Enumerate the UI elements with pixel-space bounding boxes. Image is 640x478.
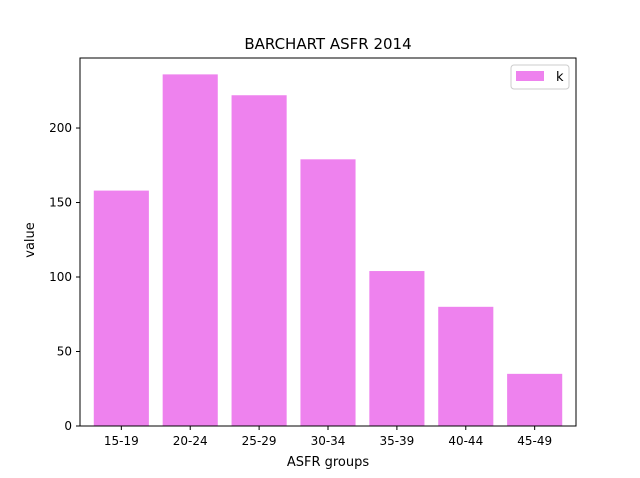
bars-group (93, 74, 563, 427)
x-tick-label-15-19: 15-19 (104, 434, 139, 448)
bar-40-44 (438, 306, 494, 426)
x-axis-label: ASFR groups (287, 455, 370, 470)
y-axis-label: value (23, 222, 38, 258)
chart-title: BARCHART ASFR 2014 (244, 35, 411, 53)
y-tick-label-200: 200 (49, 121, 72, 135)
bar-20-24 (162, 74, 218, 426)
x-tick-label-40-44: 40-44 (448, 434, 483, 448)
x-tick-label-30-34: 30-34 (311, 434, 346, 448)
bar-30-34 (300, 159, 356, 426)
y-tick-label-0: 0 (64, 419, 72, 433)
x-tick-label-25-29: 25-29 (242, 434, 277, 448)
x-tick-label-35-39: 35-39 (379, 434, 414, 448)
x-ticks-group: 15-19 20-24 25-29 30-34 35-39 40-44 45-49 (104, 426, 552, 448)
bar-35-39 (369, 271, 425, 426)
y-tick-label-50: 50 (57, 345, 72, 359)
y-tick-label-100: 100 (49, 270, 72, 284)
x-tick-label-20-24: 20-24 (173, 434, 208, 448)
x-tick-label-45-49: 45-49 (517, 434, 552, 448)
legend-swatch-k (516, 71, 544, 81)
bar-25-29 (231, 95, 287, 427)
y-tick-label-150: 150 (49, 196, 72, 210)
bar-45-49 (507, 373, 563, 426)
legend-label-k: k (556, 70, 564, 85)
plot-frame (79, 57, 577, 427)
y-ticks-group: 0 50 100 150 200 (49, 121, 80, 433)
legend: k (510, 64, 570, 90)
bar-15-19 (93, 190, 149, 426)
